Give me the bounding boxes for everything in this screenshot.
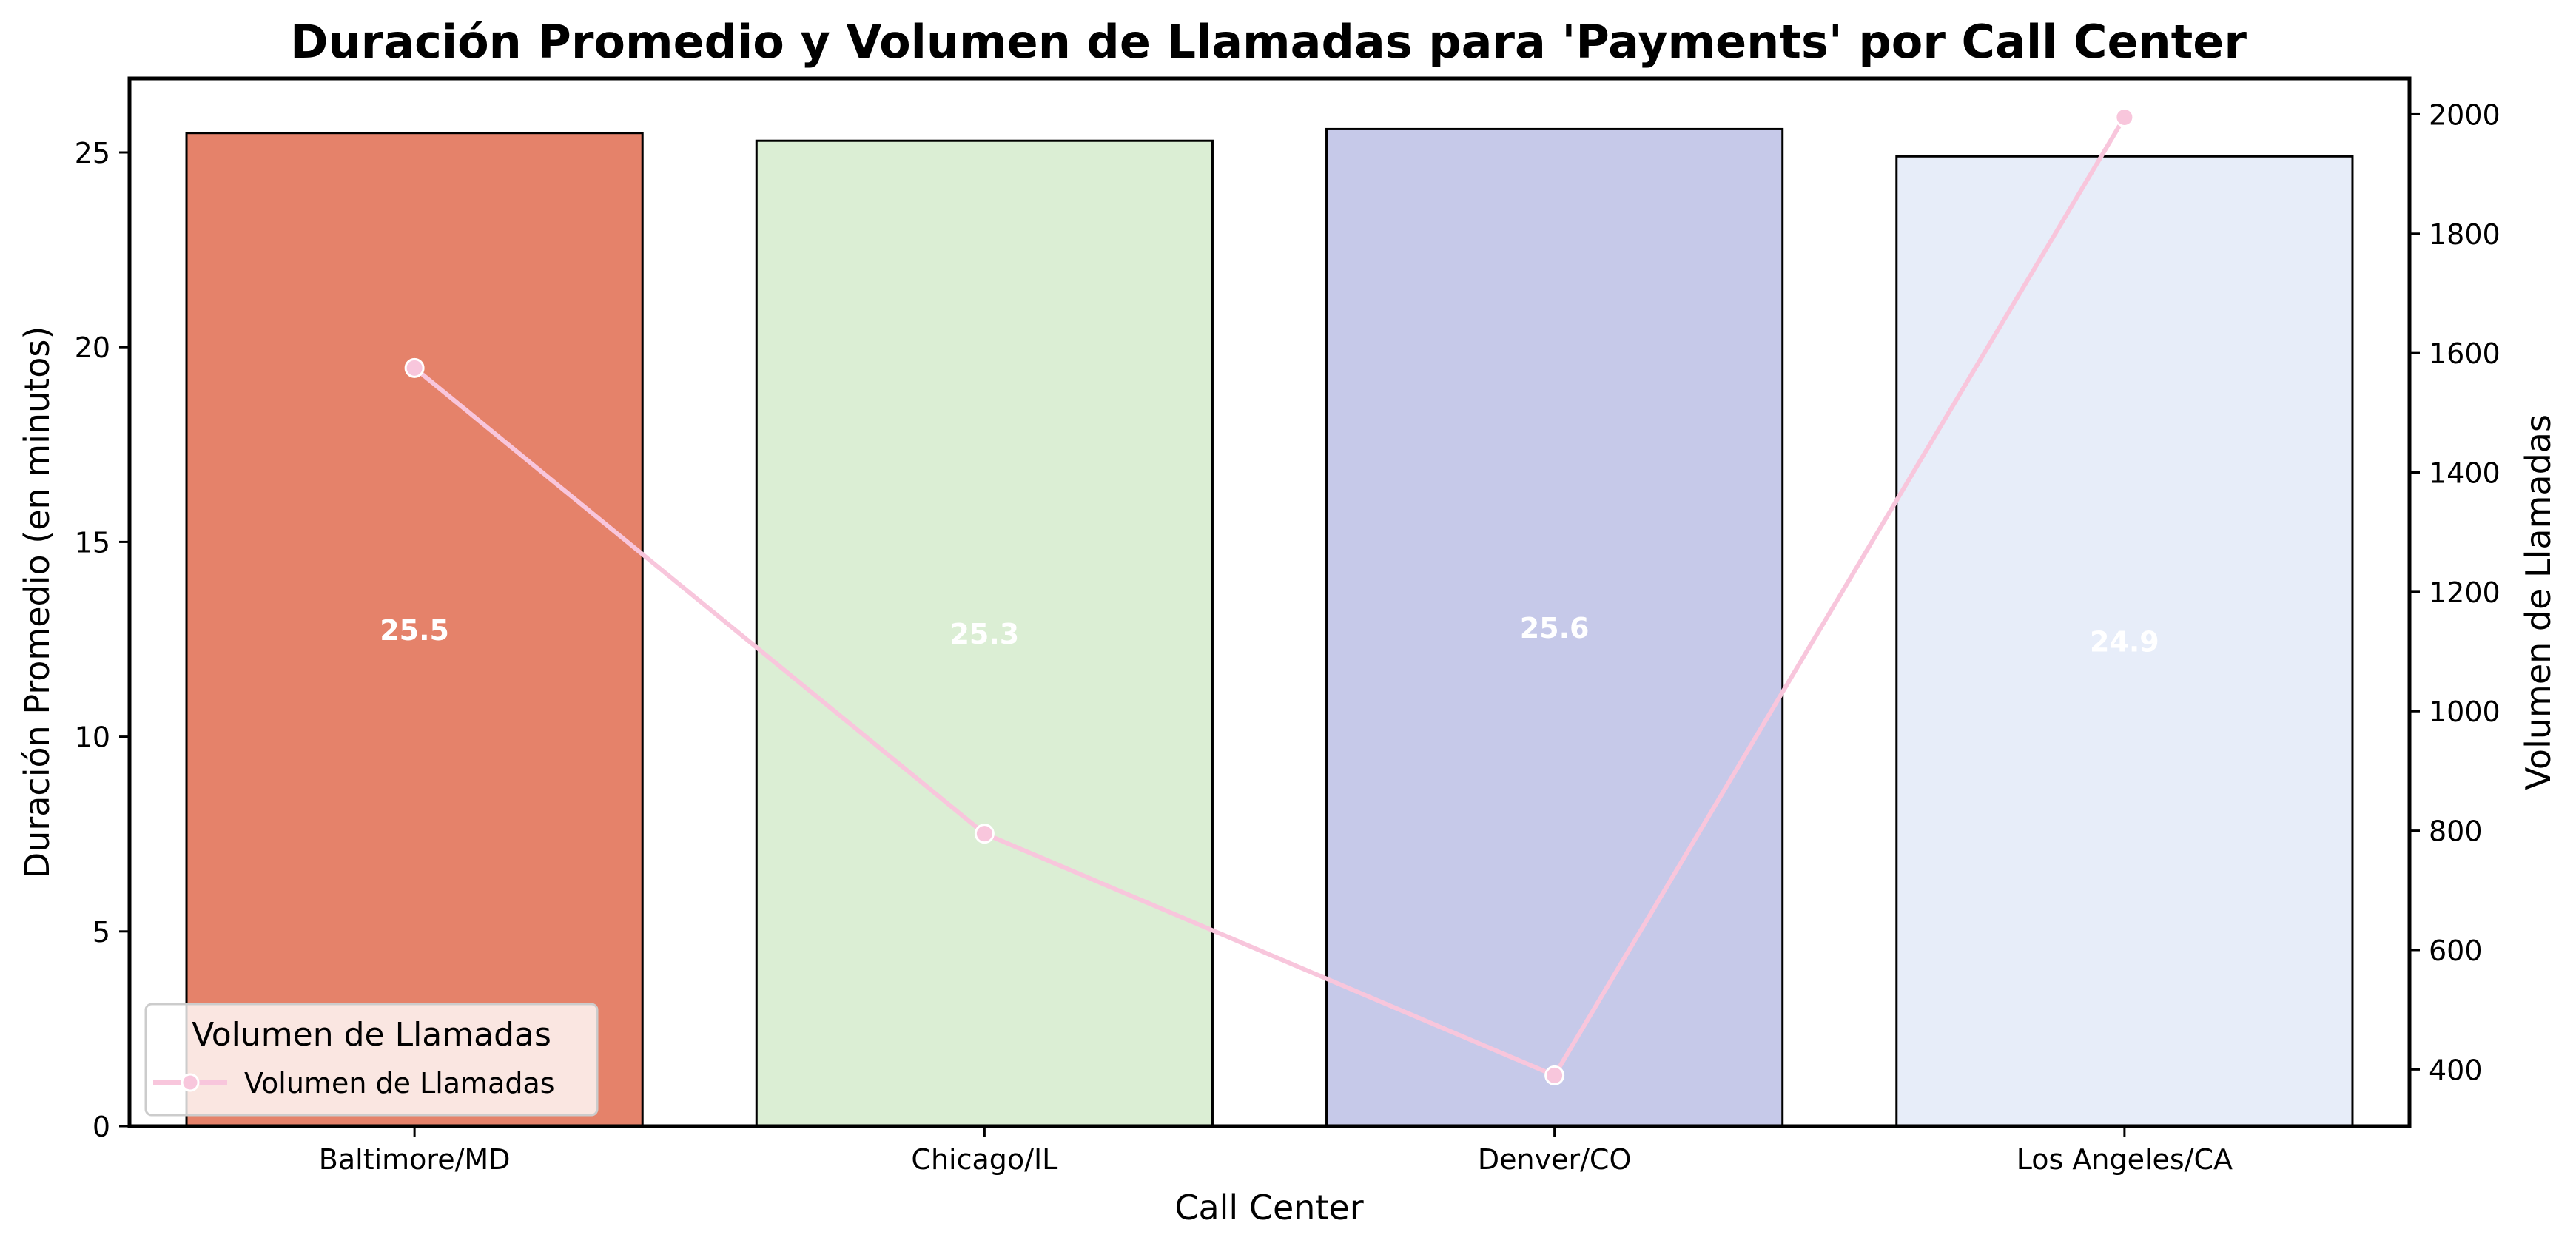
volume-line bbox=[413, 115, 2127, 1078]
y-axis-right: 400 600 800 1000 1200 1400 1600 1800 2000 bbox=[2409, 98, 2501, 1086]
volume-point bbox=[974, 824, 995, 844]
y-tick-label-right: 1600 bbox=[2429, 337, 2501, 370]
x-axis-label: Call Center bbox=[1174, 1188, 1363, 1228]
volume-point bbox=[2114, 107, 2135, 127]
bar-baltimore-md bbox=[185, 132, 644, 1128]
bar-value-label: 25.5 bbox=[380, 614, 449, 647]
y-tick-label-left: 15 bbox=[75, 526, 110, 559]
bar-value-label: 24.9 bbox=[2090, 626, 2159, 659]
y-axis-left: 0 5 10 15 20 25 bbox=[75, 137, 130, 1143]
x-tick-label: Los Angeles/CA bbox=[2017, 1143, 2233, 1176]
y-tick-label-right: 1000 bbox=[2429, 696, 2501, 728]
y-tick-label-right: 600 bbox=[2429, 935, 2483, 967]
y-tick-label-right: 800 bbox=[2429, 815, 2483, 848]
volume-point bbox=[1544, 1065, 1565, 1085]
bars-layer bbox=[185, 127, 2354, 1128]
y-axis-label-right: Volumen de Llamadas bbox=[2518, 414, 2558, 790]
y-tick-label-left: 5 bbox=[93, 916, 110, 949]
bar-value-label: 25.6 bbox=[1520, 612, 1590, 644]
y-axis-label-left: Duración Promedio (en minutos) bbox=[17, 326, 57, 879]
y-tick-label-right: 1200 bbox=[2429, 576, 2501, 609]
y-tick-label-left: 0 bbox=[93, 1111, 110, 1143]
y-tick-label-left: 25 bbox=[75, 137, 110, 169]
legend-entry-label: Volumen de Llamadas bbox=[244, 1067, 555, 1100]
volume-point bbox=[404, 357, 425, 378]
bar-value-label: 25.3 bbox=[949, 618, 1019, 650]
legend-marker-swatch bbox=[181, 1073, 200, 1092]
legend: Volumen de Llamadas Volumen de Llamadas bbox=[144, 1003, 599, 1117]
legend-box bbox=[144, 1003, 599, 1117]
line-layer bbox=[404, 107, 2135, 1085]
bar-chicago-il bbox=[755, 139, 1214, 1128]
bar-los-angeles-ca bbox=[1895, 155, 2354, 1128]
y-tick-label-right: 1800 bbox=[2429, 218, 2501, 251]
y-tick-label-right: 1400 bbox=[2429, 457, 2501, 490]
bar-labels-layer: 25.5 25.3 25.6 24.9 bbox=[380, 612, 2159, 658]
x-axis: Baltimore/MD Chicago/IL Denver/CO Los Angel… bbox=[319, 1126, 2233, 1176]
chart-title: Duración Promedio y Volumen de Llamadas … bbox=[290, 15, 2247, 69]
bar-denver-co bbox=[1325, 127, 1784, 1128]
legend-title: Volumen de Llamadas bbox=[192, 1016, 551, 1054]
x-tick-label: Chicago/IL bbox=[911, 1143, 1057, 1176]
y-tick-label-right: 400 bbox=[2429, 1054, 2483, 1086]
y-tick-label-right: 2000 bbox=[2429, 98, 2501, 131]
y-tick-label-left: 10 bbox=[75, 721, 110, 754]
plot-frame bbox=[127, 76, 2412, 1128]
y-tick-label-left: 20 bbox=[75, 331, 110, 364]
x-tick-label: Baltimore/MD bbox=[319, 1143, 511, 1176]
x-tick-label: Denver/CO bbox=[1478, 1143, 1631, 1176]
